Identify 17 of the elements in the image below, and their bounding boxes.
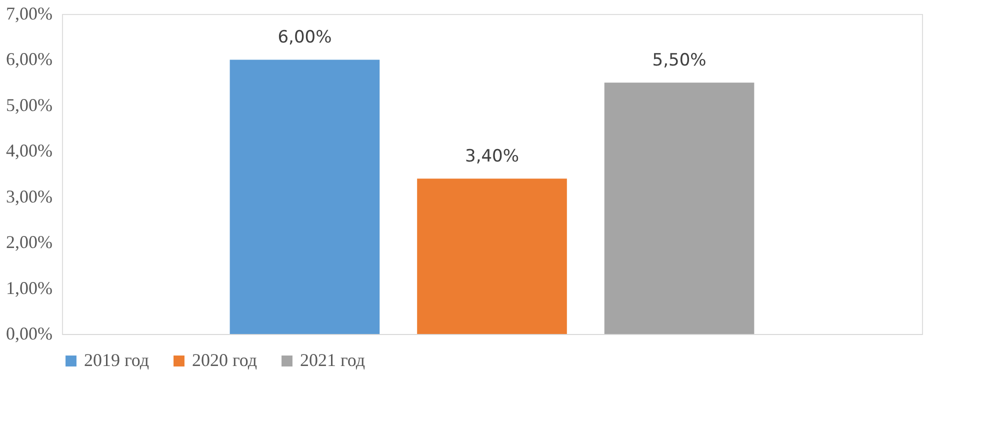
data-label: 6,00%: [278, 28, 332, 48]
y-tick-label: 6,00%: [6, 49, 52, 70]
bar: [604, 82, 754, 334]
legend-label: 2021 год: [300, 350, 366, 370]
legend-label: 2019 год: [84, 350, 150, 370]
legend-label: 2020 год: [192, 350, 258, 370]
data-label: 3,40%: [464, 146, 520, 167]
bar: [230, 60, 380, 334]
y-tick-label: 7,00%: [6, 4, 52, 24]
y-tick-label: 1,00%: [6, 278, 52, 298]
data-label: 5,50%: [652, 50, 706, 71]
y-tick-label: 4,00%: [6, 140, 52, 161]
y-tick-label: 3,00%: [6, 186, 52, 206]
bar: [417, 178, 567, 334]
y-tick-label: 5,00%: [6, 94, 52, 115]
y-tick-label: 2,00%: [6, 232, 52, 252]
y-tick-label: 0,00%: [6, 324, 52, 344]
